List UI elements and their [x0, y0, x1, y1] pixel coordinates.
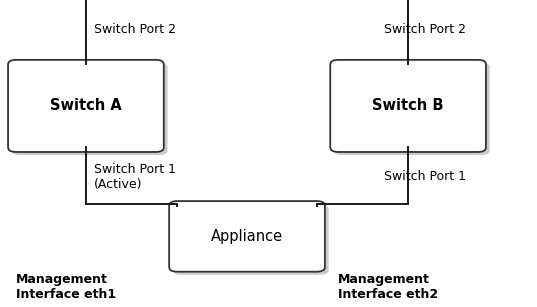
FancyBboxPatch shape: [334, 63, 490, 155]
FancyBboxPatch shape: [330, 60, 486, 152]
Text: Appliance: Appliance: [211, 229, 283, 244]
FancyBboxPatch shape: [169, 201, 325, 272]
Text: Switch Port 1: Switch Port 1: [384, 170, 466, 183]
Text: Switch Port 2: Switch Port 2: [94, 23, 176, 36]
FancyBboxPatch shape: [173, 204, 329, 275]
FancyBboxPatch shape: [8, 60, 164, 152]
Text: Switch Port 2: Switch Port 2: [384, 23, 466, 36]
Text: Management
Interface eth2: Management Interface eth2: [338, 273, 438, 301]
Text: Switch A: Switch A: [50, 99, 122, 113]
Text: Switch Port 1
(Active): Switch Port 1 (Active): [94, 162, 176, 191]
Text: Switch B: Switch B: [372, 99, 444, 113]
FancyBboxPatch shape: [12, 63, 168, 155]
Text: Management
Interface eth1: Management Interface eth1: [16, 273, 116, 301]
